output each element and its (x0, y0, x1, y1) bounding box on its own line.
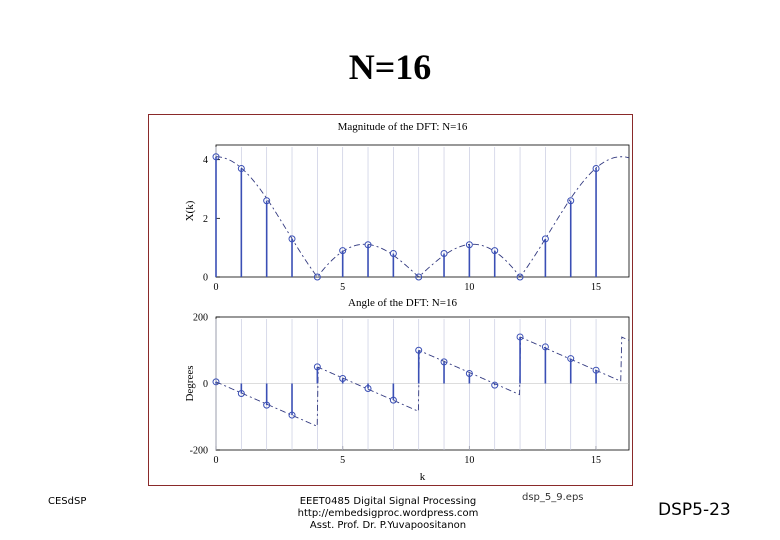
x-tick-label: 15 (591, 282, 601, 293)
x-tick-label: 5 (340, 282, 345, 293)
data-point (465, 241, 473, 249)
data-point (263, 401, 271, 409)
footer-course-info: EEET0485 Digital Signal Processing http:… (288, 496, 488, 532)
angle-chart: Angle of the DFT: N=16 0 5 10 15 -200 0 200 Degr… (184, 297, 630, 483)
data-point (440, 358, 448, 366)
chart-title: Magnitude of the DFT: N=16 (338, 121, 468, 133)
data-point (491, 247, 499, 255)
chart-title: Angle of the DFT: N=16 (348, 297, 457, 309)
data-point (541, 343, 549, 351)
data-point (389, 250, 397, 258)
x-tick-label: 5 (340, 455, 345, 466)
data-point (491, 381, 499, 389)
slide-title: N=16 (348, 47, 432, 87)
x-tick-label: 10 (464, 455, 474, 466)
data-point (263, 197, 271, 205)
y-tick-label: 200 (193, 313, 208, 324)
y-tick-label: 0 (203, 379, 208, 390)
data-point (313, 273, 321, 281)
data-point (567, 197, 575, 205)
data-point (237, 164, 245, 172)
data-point (288, 235, 296, 243)
data-point (415, 346, 423, 354)
data-point (592, 164, 600, 172)
data-point (212, 153, 220, 161)
data-point (415, 273, 423, 281)
data-point (212, 378, 220, 386)
y-tick-label: 4 (203, 155, 208, 166)
x-tick-label: 10 (464, 282, 474, 293)
data-point (516, 273, 524, 281)
data-point (339, 247, 347, 255)
slide-number: DSP5-23 (658, 500, 731, 520)
y-tick-label: 0 (203, 273, 208, 284)
data-point (516, 333, 524, 341)
footer-website: http://embedsigproc.wordpress.com (297, 508, 479, 519)
data-point (288, 411, 296, 419)
dft-figure-svg: Magnitude of the DFT: N=160 5 10 15024X(k) … (184, 121, 630, 483)
x-tick-label: 0 (214, 455, 219, 466)
dft-figure: Magnitude of the DFT: N=16 0 5 10 15 0 2 4 X(k) … (148, 114, 633, 486)
plot-axes-box (215, 144, 630, 278)
footer-instructor: Asst. Prof. Dr. P.Yuvapoositanon (309, 520, 467, 531)
x-tick-label: 0 (214, 282, 219, 293)
envelope-curve (215, 156, 630, 278)
data-point (364, 384, 372, 392)
magnitude-chart: Magnitude of the DFT: N=16 0 5 10 15 0 2 4 X(k) (184, 121, 630, 293)
data-point (364, 241, 372, 249)
y-axis-label: X(k) (184, 200, 196, 221)
data-point (465, 370, 473, 378)
data-point (541, 235, 549, 243)
data-point (567, 355, 575, 363)
footer-course-code: CESdSP (48, 496, 87, 507)
data-point (389, 396, 397, 404)
y-axis-label: Degrees (184, 365, 196, 401)
y-tick-label: -200 (190, 446, 208, 457)
data-point (313, 363, 321, 371)
envelope-curve (215, 336, 630, 427)
x-tick-label: 15 (591, 455, 601, 466)
data-point (339, 375, 347, 383)
x-axis-label: k (420, 471, 426, 483)
footer-course-name: EEET0485 Digital Signal Processing (299, 496, 477, 507)
data-point (592, 366, 600, 374)
y-tick-label: 2 (203, 214, 208, 225)
footer-eps-filename: dsp_5_9.eps (522, 492, 584, 503)
data-point (237, 389, 245, 397)
data-point (440, 250, 448, 258)
